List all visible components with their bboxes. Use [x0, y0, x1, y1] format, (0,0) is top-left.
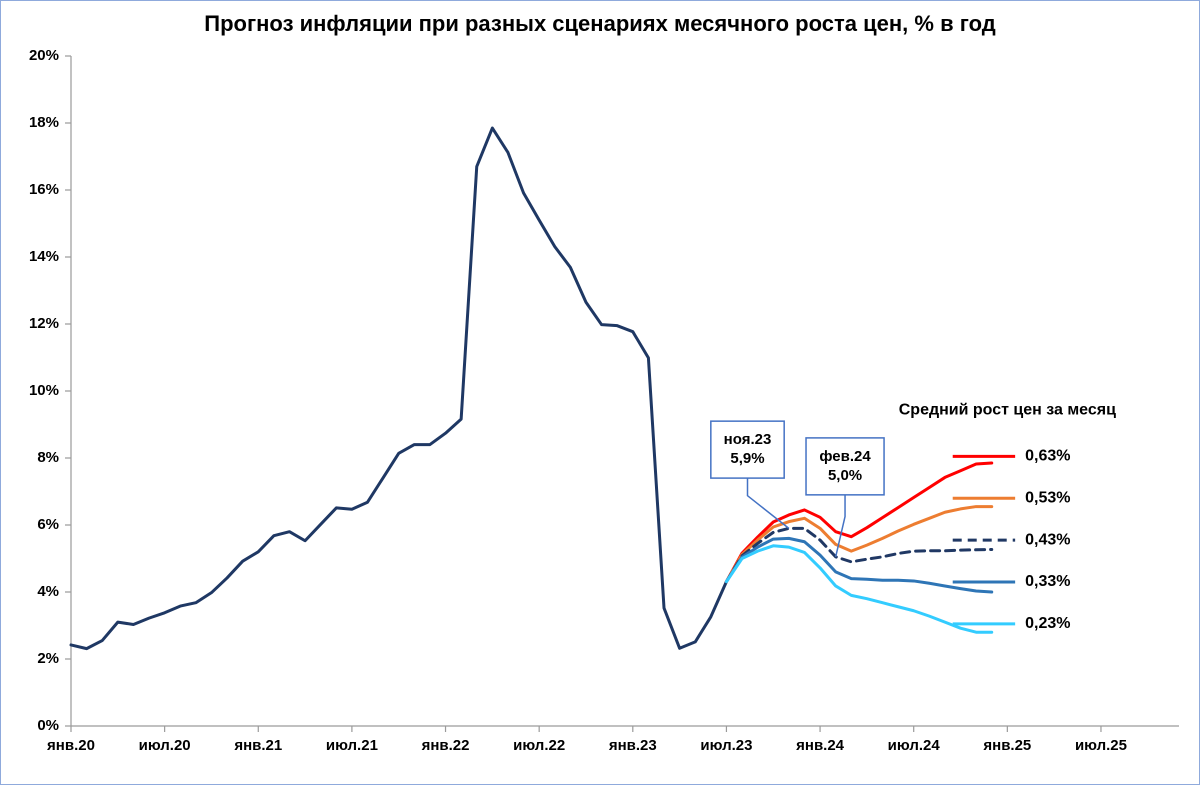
x-tick-label: янв.21	[234, 737, 282, 754]
legend-title: Средний рост цен за месяц	[899, 401, 1116, 418]
chart-frame: Прогноз инфляции при разных сценариях ме…	[0, 0, 1200, 785]
x-tick-label: июл.22	[513, 737, 565, 754]
x-tick-label: июл.25	[1075, 737, 1127, 754]
y-tick-label: 0%	[37, 717, 59, 734]
callout-text: 5,9%	[730, 450, 764, 467]
callout-leader	[748, 478, 789, 528]
x-tick-label: янв.23	[609, 737, 657, 754]
legend-label: 0,23%	[1025, 615, 1070, 632]
series-scenario_023	[726, 546, 991, 632]
y-tick-label: 4%	[37, 583, 59, 600]
series-scenario_033	[726, 538, 991, 592]
x-tick-label: янв.24	[796, 737, 845, 754]
legend-label: 0,43%	[1025, 531, 1070, 548]
x-tick-label: июл.21	[326, 737, 378, 754]
y-tick-label: 18%	[29, 114, 59, 131]
callout-text: 5,0%	[828, 467, 862, 484]
series-scenario_043	[726, 528, 991, 581]
x-tick-label: июл.24	[888, 737, 941, 754]
x-tick-label: янв.22	[422, 737, 470, 754]
y-tick-label: 14%	[29, 248, 59, 265]
line-chart: 0% 2% 4% 6% 8% 10% 12% 14% 16% 18% 20% янв.20 июл.20…	[1, 1, 1200, 786]
y-tick-label: 8%	[37, 449, 59, 466]
legend-label: 0,53%	[1025, 489, 1070, 506]
legend-label: 0,33%	[1025, 573, 1070, 590]
y-tick-label: 12%	[29, 315, 59, 332]
x-tick-label: июл.20	[139, 737, 191, 754]
callout-text: ноя.23	[724, 431, 772, 448]
y-tick-label: 10%	[29, 382, 59, 399]
y-tick-label: 20%	[29, 47, 59, 64]
chart-title: Прогноз инфляции при разных сценариях ме…	[1, 11, 1199, 37]
y-tick-label: 16%	[29, 181, 59, 198]
callout-text: фев.24	[819, 448, 871, 465]
x-tick-label: янв.20	[47, 737, 95, 754]
legend-label: 0,63%	[1025, 448, 1070, 465]
y-tick-label: 6%	[37, 516, 59, 533]
x-tick-label: янв.25	[983, 737, 1031, 754]
y-tick-label: 2%	[37, 650, 59, 667]
series-historical	[71, 128, 726, 649]
x-tick-label: июл.23	[700, 737, 752, 754]
